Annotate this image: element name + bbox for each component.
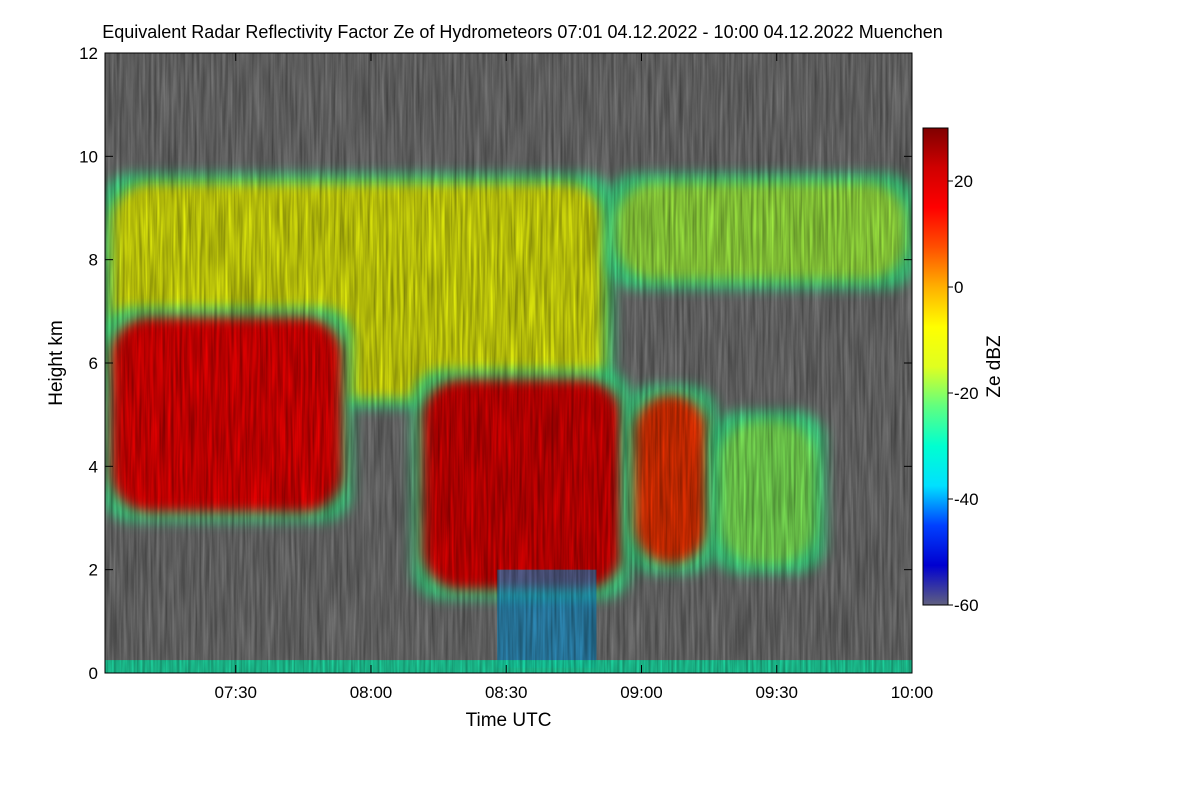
colorbar-tick-label: -20 bbox=[954, 384, 979, 403]
colorbar-tick-label: 0 bbox=[954, 278, 963, 297]
colorbar-label: Ze dBZ bbox=[984, 335, 1005, 398]
colorbar-tick-label: 20 bbox=[954, 172, 973, 191]
y-tick-label: 2 bbox=[89, 561, 98, 580]
y-tick-label: 8 bbox=[89, 251, 98, 270]
y-axis-label: Height km bbox=[46, 320, 67, 406]
y-tick-label: 4 bbox=[89, 457, 98, 476]
chart-title: Equivalent Radar Reflectivity Factor Ze … bbox=[102, 22, 943, 42]
y-tick-label: 0 bbox=[89, 664, 98, 683]
x-axis: 07:30 08:00 08:30 09:00 09:30 10:00 bbox=[214, 53, 933, 702]
y-tick-label: 6 bbox=[89, 354, 98, 373]
x-tick-label: 08:30 bbox=[485, 683, 528, 702]
texture-overlay bbox=[105, 53, 912, 673]
x-axis-label: Time UTC bbox=[466, 710, 552, 731]
x-tick-label: 09:00 bbox=[620, 683, 663, 702]
colorbar-scale bbox=[922, 127, 949, 606]
x-tick-label: 09:30 bbox=[755, 683, 798, 702]
y-tick-label: 12 bbox=[79, 44, 98, 63]
x-tick-label: 10:00 bbox=[891, 683, 934, 702]
colorbar-tick-label: -60 bbox=[954, 596, 979, 615]
x-tick-label: 07:30 bbox=[214, 683, 257, 702]
x-tick-label: 08:00 bbox=[350, 683, 393, 702]
y-tick-label: 10 bbox=[79, 147, 98, 166]
colorbar-tick-label: -40 bbox=[954, 490, 979, 509]
y-axis: 0 2 4 6 8 10 12 bbox=[79, 44, 912, 683]
colorbar: 20 0 -20 -40 -60 Ze dBZ bbox=[922, 127, 1005, 615]
